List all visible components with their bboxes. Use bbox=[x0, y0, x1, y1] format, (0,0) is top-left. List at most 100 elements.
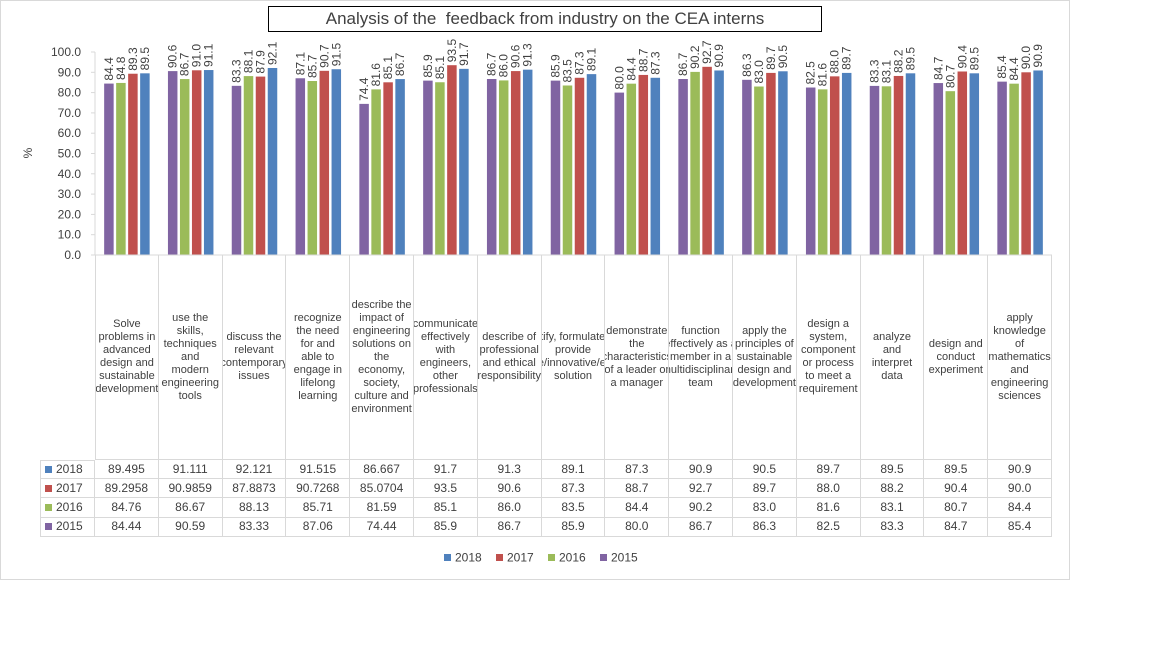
x-category-label: discuss the relevant contemporary issues bbox=[222, 255, 287, 460]
table-value: 85.1 bbox=[414, 498, 478, 518]
y-tick-label: 80.0 bbox=[58, 86, 82, 100]
bar bbox=[586, 74, 597, 255]
table-value: 83.1 bbox=[860, 498, 925, 518]
y-axis-label: % bbox=[21, 147, 35, 158]
bar bbox=[423, 80, 433, 255]
table-value: 88.0 bbox=[796, 479, 861, 499]
bar bbox=[817, 89, 828, 256]
bar bbox=[997, 81, 1007, 255]
data-label: 89.7 bbox=[840, 46, 854, 70]
table-value: 86.7 bbox=[477, 517, 542, 537]
table-value: 89.7 bbox=[733, 479, 797, 499]
y-tick-label: 10.0 bbox=[58, 228, 82, 242]
data-label: 90.2 bbox=[688, 45, 702, 69]
data-label: 87.1 bbox=[293, 52, 307, 76]
data-label: 83.3 bbox=[230, 59, 244, 83]
chart-title: Analysis of the feedback from industry o… bbox=[268, 6, 822, 32]
data-label: 86.7 bbox=[485, 52, 499, 76]
data-label: 88.1 bbox=[242, 49, 256, 73]
data-label: 92.1 bbox=[266, 41, 280, 65]
table-value: 91.3 bbox=[477, 460, 542, 480]
bar bbox=[881, 86, 892, 255]
data-label: 84.7 bbox=[931, 56, 945, 80]
table-value: 87.8873 bbox=[222, 479, 287, 499]
data-label: 90.6 bbox=[509, 44, 523, 68]
bar bbox=[191, 70, 202, 256]
bar bbox=[869, 85, 880, 255]
table-value: 90.7268 bbox=[286, 479, 351, 499]
bar bbox=[179, 79, 190, 255]
table-value: 88.2 bbox=[860, 479, 925, 499]
bar bbox=[805, 87, 816, 256]
y-tick-label: 70.0 bbox=[58, 106, 82, 120]
data-label: 85.4 bbox=[995, 55, 1009, 79]
bar bbox=[933, 83, 944, 256]
data-label: 85.1 bbox=[433, 56, 447, 80]
x-category-label: describe of professional and ethical res… bbox=[477, 255, 542, 460]
data-label: 87.9 bbox=[254, 50, 268, 74]
table-row-label: 2016 bbox=[40, 498, 95, 518]
bar bbox=[562, 85, 573, 256]
table-value: 87.06 bbox=[286, 517, 351, 537]
bar bbox=[754, 86, 764, 255]
data-label: 82.5 bbox=[804, 61, 818, 85]
data-label: 91.7 bbox=[457, 42, 471, 66]
bar bbox=[459, 68, 469, 255]
bar bbox=[945, 91, 956, 255]
data-label: 90.5 bbox=[776, 45, 790, 69]
bar bbox=[331, 69, 342, 255]
table-value: 90.59 bbox=[158, 517, 223, 537]
bar bbox=[1009, 83, 1019, 255]
bar bbox=[766, 72, 776, 255]
bar bbox=[128, 73, 138, 255]
table-value: 83.0 bbox=[733, 498, 797, 518]
legend-label: 2018 bbox=[455, 551, 482, 565]
legend-swatch bbox=[45, 503, 52, 511]
data-label: 90.9 bbox=[1031, 44, 1045, 68]
table-value: 84.7 bbox=[924, 517, 989, 537]
bar bbox=[307, 81, 318, 255]
table-value: 90.9 bbox=[669, 460, 733, 480]
data-label: 85.1 bbox=[381, 56, 395, 80]
data-label: 92.7 bbox=[700, 40, 714, 64]
data-label: 83.3 bbox=[868, 59, 882, 83]
data-label: 84.4 bbox=[1007, 57, 1021, 81]
table-value: 86.67 bbox=[158, 498, 223, 518]
data-label: 85.9 bbox=[421, 54, 435, 78]
x-category-label: identify, formulate and provide creative… bbox=[541, 255, 606, 460]
table-value: 92.121 bbox=[222, 460, 287, 480]
table-value: 80.7 bbox=[924, 498, 989, 518]
table-value: 90.2 bbox=[669, 498, 733, 518]
bar bbox=[841, 72, 852, 255]
table-value: 91.111 bbox=[158, 460, 223, 480]
table-value: 89.495 bbox=[95, 460, 159, 480]
x-category-label: communicate effectively with engineers, … bbox=[414, 255, 478, 460]
x-category-label: design a system, component or process to… bbox=[796, 255, 861, 460]
y-tick-label: 100.0 bbox=[51, 45, 81, 59]
bar bbox=[969, 73, 980, 255]
y-tick-label: 20.0 bbox=[58, 207, 82, 221]
table-value: 92.7 bbox=[669, 479, 733, 499]
bar bbox=[742, 79, 752, 255]
table-row-label: 2017 bbox=[40, 479, 95, 499]
table-value: 74.44 bbox=[350, 517, 414, 537]
bar bbox=[383, 82, 393, 255]
table-value: 85.9 bbox=[414, 517, 478, 537]
table-value: 90.4 bbox=[924, 479, 989, 499]
bar bbox=[829, 76, 840, 255]
table-value: 81.6 bbox=[796, 498, 861, 518]
bar bbox=[371, 89, 381, 255]
data-label: 87.3 bbox=[573, 51, 587, 75]
row-name: 2016 bbox=[56, 499, 83, 514]
bar bbox=[574, 77, 585, 255]
data-label: 83.5 bbox=[561, 59, 575, 83]
data-label: 80.0 bbox=[612, 66, 626, 90]
data-label: 89.7 bbox=[764, 46, 778, 70]
bar bbox=[295, 78, 306, 256]
legend-swatch bbox=[600, 554, 607, 561]
data-label: 90.9 bbox=[712, 44, 726, 68]
data-label: 84.4 bbox=[102, 57, 116, 81]
bar bbox=[638, 74, 649, 256]
data-label: 87.3 bbox=[648, 51, 662, 75]
